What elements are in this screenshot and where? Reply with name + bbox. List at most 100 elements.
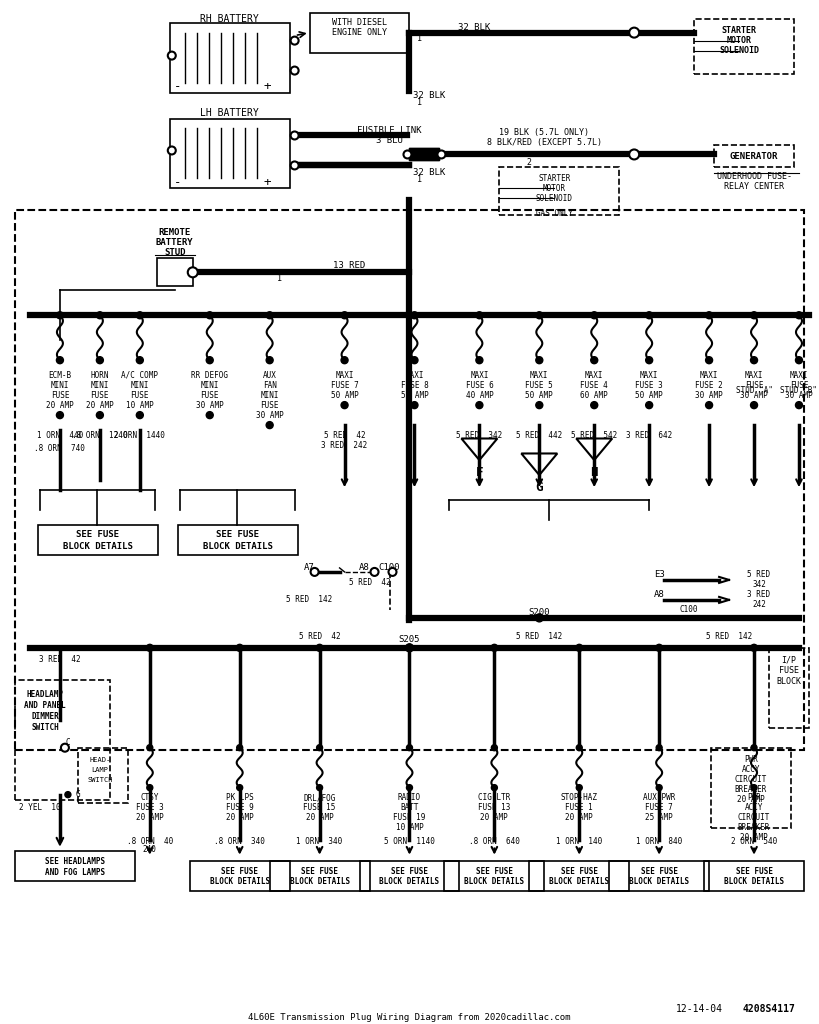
Text: STUD: STUD	[164, 248, 185, 257]
Bar	[15, 210, 803, 750]
Circle shape	[57, 412, 63, 419]
Circle shape	[57, 311, 63, 318]
Text: ENGINE ONLY: ENGINE ONLY	[332, 28, 387, 37]
Circle shape	[576, 744, 581, 751]
Circle shape	[405, 644, 413, 651]
Bar	[78, 748, 128, 803]
Circle shape	[410, 356, 418, 364]
Bar	[409, 148, 439, 161]
Text: 60 AMP: 60 AMP	[580, 390, 608, 399]
Text: 12-14-04: 12-14-04	[675, 1005, 722, 1015]
Circle shape	[749, 401, 757, 409]
Bar	[178, 525, 297, 555]
Text: 30 AMP: 30 AMP	[196, 400, 224, 410]
Circle shape	[341, 401, 347, 409]
Text: PWR: PWR	[743, 755, 757, 764]
Circle shape	[535, 401, 542, 409]
Text: MINI: MINI	[91, 381, 109, 390]
Text: STARTER: STARTER	[721, 27, 756, 35]
Text: CIRCUIT: CIRCUIT	[734, 775, 767, 784]
Text: MAXI: MAXI	[639, 371, 658, 380]
Text: FUSE: FUSE	[91, 390, 109, 399]
Text: STOP-HAZ: STOP-HAZ	[560, 794, 597, 802]
Text: .8 ORN  740: .8 ORN 740	[34, 443, 85, 453]
Circle shape	[655, 784, 662, 791]
Circle shape	[290, 162, 298, 169]
Text: 25 AMP: 25 AMP	[645, 813, 672, 822]
Text: +: +	[264, 80, 271, 93]
Text: 50 AMP: 50 AMP	[525, 390, 553, 399]
Text: HORN: HORN	[91, 371, 109, 380]
Text: 20 AMP: 20 AMP	[46, 400, 74, 410]
Text: FUSE: FUSE	[744, 381, 762, 390]
Bar	[189, 860, 289, 891]
Text: 20 AMP: 20 AMP	[225, 813, 253, 822]
Text: 1 ORN  140: 1 ORN 140	[555, 837, 602, 846]
Text: FUSE: FUSE	[778, 667, 798, 675]
Text: 30 AMP: 30 AMP	[784, 390, 812, 399]
Circle shape	[794, 356, 802, 364]
Text: FUSE 8: FUSE 8	[400, 381, 428, 390]
Text: C: C	[66, 738, 70, 748]
Text: SWITCH: SWITCH	[87, 776, 112, 782]
Text: PK LPS: PK LPS	[225, 794, 253, 802]
Text: GAS ONLY: GAS ONLY	[535, 209, 572, 218]
Text: DRL/FOG: DRL/FOG	[303, 794, 335, 802]
Text: -: -	[174, 176, 181, 188]
Polygon shape	[576, 438, 612, 460]
Text: MAXI: MAXI	[469, 371, 488, 380]
Text: UNDERHOOD FUSE-: UNDERHOOD FUSE-	[716, 172, 790, 181]
Circle shape	[236, 644, 243, 651]
Text: 10 AMP: 10 AMP	[395, 823, 423, 833]
Text: FUSE 3: FUSE 3	[136, 803, 164, 812]
Text: STARTER: STARTER	[537, 174, 570, 183]
Circle shape	[590, 401, 597, 409]
Text: PWR: PWR	[746, 794, 760, 802]
Text: LH BATTERY: LH BATTERY	[200, 108, 259, 118]
Text: HEADLAMP: HEADLAMP	[26, 690, 63, 699]
Text: MOTOR: MOTOR	[542, 184, 565, 193]
Text: SEE FUSE: SEE FUSE	[221, 867, 258, 877]
Circle shape	[645, 311, 652, 318]
Text: 32 BLK: 32 BLK	[413, 168, 445, 177]
Text: MINI: MINI	[51, 381, 69, 390]
Circle shape	[147, 744, 152, 751]
Circle shape	[750, 784, 756, 791]
Text: 30 AMP: 30 AMP	[256, 411, 283, 420]
Text: FUSE: FUSE	[260, 400, 278, 410]
Text: 20 AMP: 20 AMP	[740, 834, 767, 842]
Text: 20 AMP: 20 AMP	[86, 400, 114, 410]
Text: FUSE 6: FUSE 6	[465, 381, 493, 390]
Bar	[768, 648, 808, 728]
Text: FUSIBLE LINK: FUSIBLE LINK	[357, 126, 421, 135]
Circle shape	[61, 743, 69, 752]
Text: C100: C100	[679, 605, 698, 614]
Text: MINI: MINI	[130, 381, 149, 390]
Text: FUSE 1: FUSE 1	[564, 803, 592, 812]
Text: I/P: I/P	[781, 655, 795, 665]
Text: FUSE 2: FUSE 2	[695, 381, 722, 390]
Text: FUSE: FUSE	[789, 381, 808, 390]
Text: 5 RED  142: 5 RED 142	[515, 633, 562, 641]
Bar	[704, 860, 803, 891]
Text: H: H	[590, 466, 597, 478]
Text: A/C COMP: A/C COMP	[121, 371, 158, 380]
Circle shape	[136, 311, 143, 318]
Text: 32 BLK: 32 BLK	[413, 91, 445, 100]
Circle shape	[628, 28, 638, 38]
Text: .8 ORN  640: .8 ORN 640	[468, 837, 519, 846]
Text: FUSE: FUSE	[200, 390, 219, 399]
Text: 1 ORN  440: 1 ORN 440	[37, 431, 83, 439]
Text: STUD "A": STUD "A"	[735, 386, 771, 394]
Text: E3: E3	[653, 570, 663, 580]
Circle shape	[266, 422, 273, 429]
Circle shape	[188, 267, 197, 278]
Text: SEE FUSE: SEE FUSE	[640, 867, 676, 877]
Text: MAXI: MAXI	[529, 371, 548, 380]
Text: BLOCK DETAILS: BLOCK DETAILS	[202, 543, 272, 552]
Text: 3 BLU: 3 BLU	[376, 136, 402, 145]
Text: SEE FUSE: SEE FUSE	[735, 867, 771, 877]
Text: MAXI: MAXI	[335, 371, 353, 380]
Text: FUSE 7: FUSE 7	[330, 381, 358, 390]
Text: AUX PWR: AUX PWR	[642, 794, 675, 802]
